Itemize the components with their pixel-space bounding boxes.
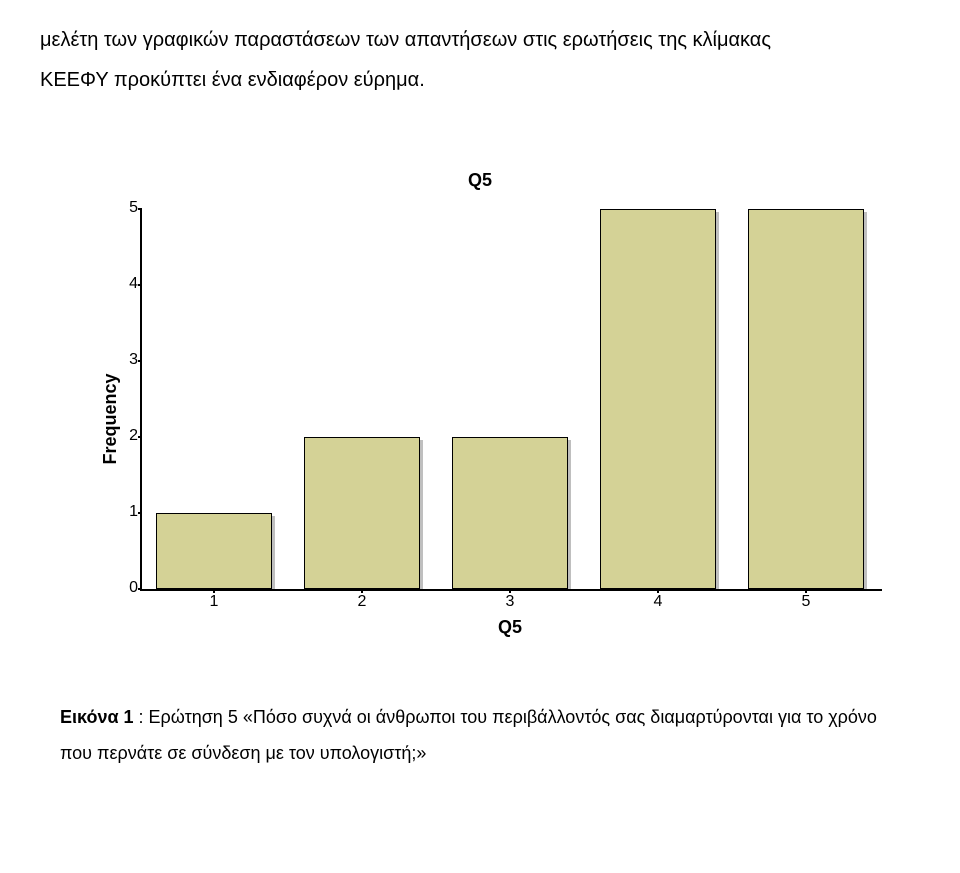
x-tick-label: 4: [638, 593, 678, 611]
caption-rest: : Ερώτηση 5 «Πόσο συχνά οι άνθρωποι του …: [60, 707, 877, 763]
intro-line2: ΚΕΕΦΥ προκύπτει ένα ενδιαφέρον εύρημα.: [40, 69, 425, 91]
figure-caption: Εικόνα 1 : Ερώτηση 5 «Πόσο συχνά οι άνθρ…: [0, 669, 960, 791]
caption-lead: Εικόνα 1: [60, 707, 134, 727]
x-tick-label: 1: [194, 593, 234, 611]
y-tick-label: 5: [120, 199, 138, 217]
chart-container: Q5 Frequency 0 1 2 3 4 5 1 2 3 4 5 Q5: [60, 170, 900, 639]
y-tick-label: 2: [120, 427, 138, 445]
bar: [156, 513, 271, 589]
y-tick-label: 0: [120, 579, 138, 597]
x-tick-label: 5: [786, 593, 826, 611]
y-axis-label: Frequency: [100, 373, 121, 464]
y-tick-label: 1: [120, 503, 138, 521]
x-axis-label: Q5: [140, 617, 880, 638]
chart-area: Frequency 0 1 2 3 4 5 1 2 3 4 5 Q5: [60, 199, 900, 639]
intro-text: μελέτη των γραφικών παραστάσεων των απαν…: [0, 0, 960, 110]
x-tick-label: 2: [342, 593, 382, 611]
bar: [452, 437, 567, 589]
y-axis-line: [140, 209, 142, 589]
x-tick-label: 3: [490, 593, 530, 611]
x-axis-line: [140, 589, 880, 591]
bar: [600, 209, 715, 589]
y-tick-label: 4: [120, 275, 138, 293]
bar: [748, 209, 863, 589]
y-tick-label: 3: [120, 351, 138, 369]
chart-title: Q5: [60, 170, 900, 191]
intro-line1: μελέτη των γραφικών παραστάσεων των απαν…: [40, 29, 771, 51]
bar: [304, 437, 419, 589]
